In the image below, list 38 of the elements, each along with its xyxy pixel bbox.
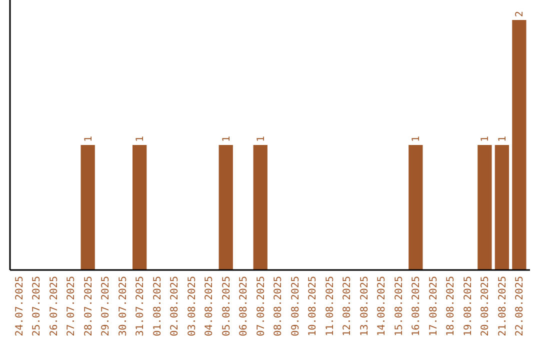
x-tick-label: 28.07.2025 [83, 276, 94, 336]
data-label: 1 [480, 136, 492, 142]
x-tick-label: 12.08.2025 [342, 276, 354, 336]
x-tick-label: 02.08.2025 [170, 276, 181, 336]
data-label: 2 [514, 10, 526, 17]
x-tick-label: 27.07.2025 [66, 276, 78, 336]
x-tick-label: 16.08.2025 [411, 276, 422, 336]
data-label: 1 [135, 136, 146, 142]
x-tick-label: 13.08.2025 [359, 276, 370, 336]
x-tick-label: 06.08.2025 [238, 276, 250, 336]
x-tick-label: 11.08.2025 [324, 276, 336, 336]
x-tick-label: 18.08.2025 [446, 276, 457, 336]
x-tick-label: 10.08.2025 [308, 276, 319, 336]
x-tick-label: 05.08.2025 [221, 276, 232, 336]
x-tick-label: 14.08.2025 [376, 276, 388, 336]
data-label: 1 [411, 136, 422, 142]
x-tick-label: 24.07.2025 [14, 276, 26, 336]
x-tick-label: 22.08.2025 [514, 276, 526, 336]
x-tick-label: 30.07.2025 [118, 276, 129, 336]
x-tick-label: 25.07.2025 [32, 276, 43, 336]
data-label: 1 [256, 136, 267, 142]
x-tick-label: 21.08.2025 [497, 276, 508, 336]
data-label: 1 [497, 136, 508, 142]
x-tick-label: 01.08.2025 [152, 276, 164, 336]
x-tick-label: 31.07.2025 [135, 276, 146, 336]
x-tick-label: 03.08.2025 [186, 276, 198, 336]
x-tick-label: 04.08.2025 [204, 276, 216, 336]
x-tick-label: 17.08.2025 [428, 276, 440, 336]
x-tick-label: 09.08.2025 [290, 276, 302, 336]
x-tick-label: 26.07.2025 [48, 276, 60, 336]
x-tick-label: 19.08.2025 [462, 276, 474, 336]
x-tick-label: 29.07.2025 [100, 276, 112, 336]
data-label: 1 [83, 136, 94, 142]
x-tick-label: 07.08.2025 [256, 276, 267, 336]
data-label: 1 [221, 136, 232, 142]
x-tick-label: 20.08.2025 [480, 276, 492, 336]
x-tick-label: 15.08.2025 [394, 276, 405, 336]
x-tick-label: 08.08.2025 [273, 276, 284, 336]
